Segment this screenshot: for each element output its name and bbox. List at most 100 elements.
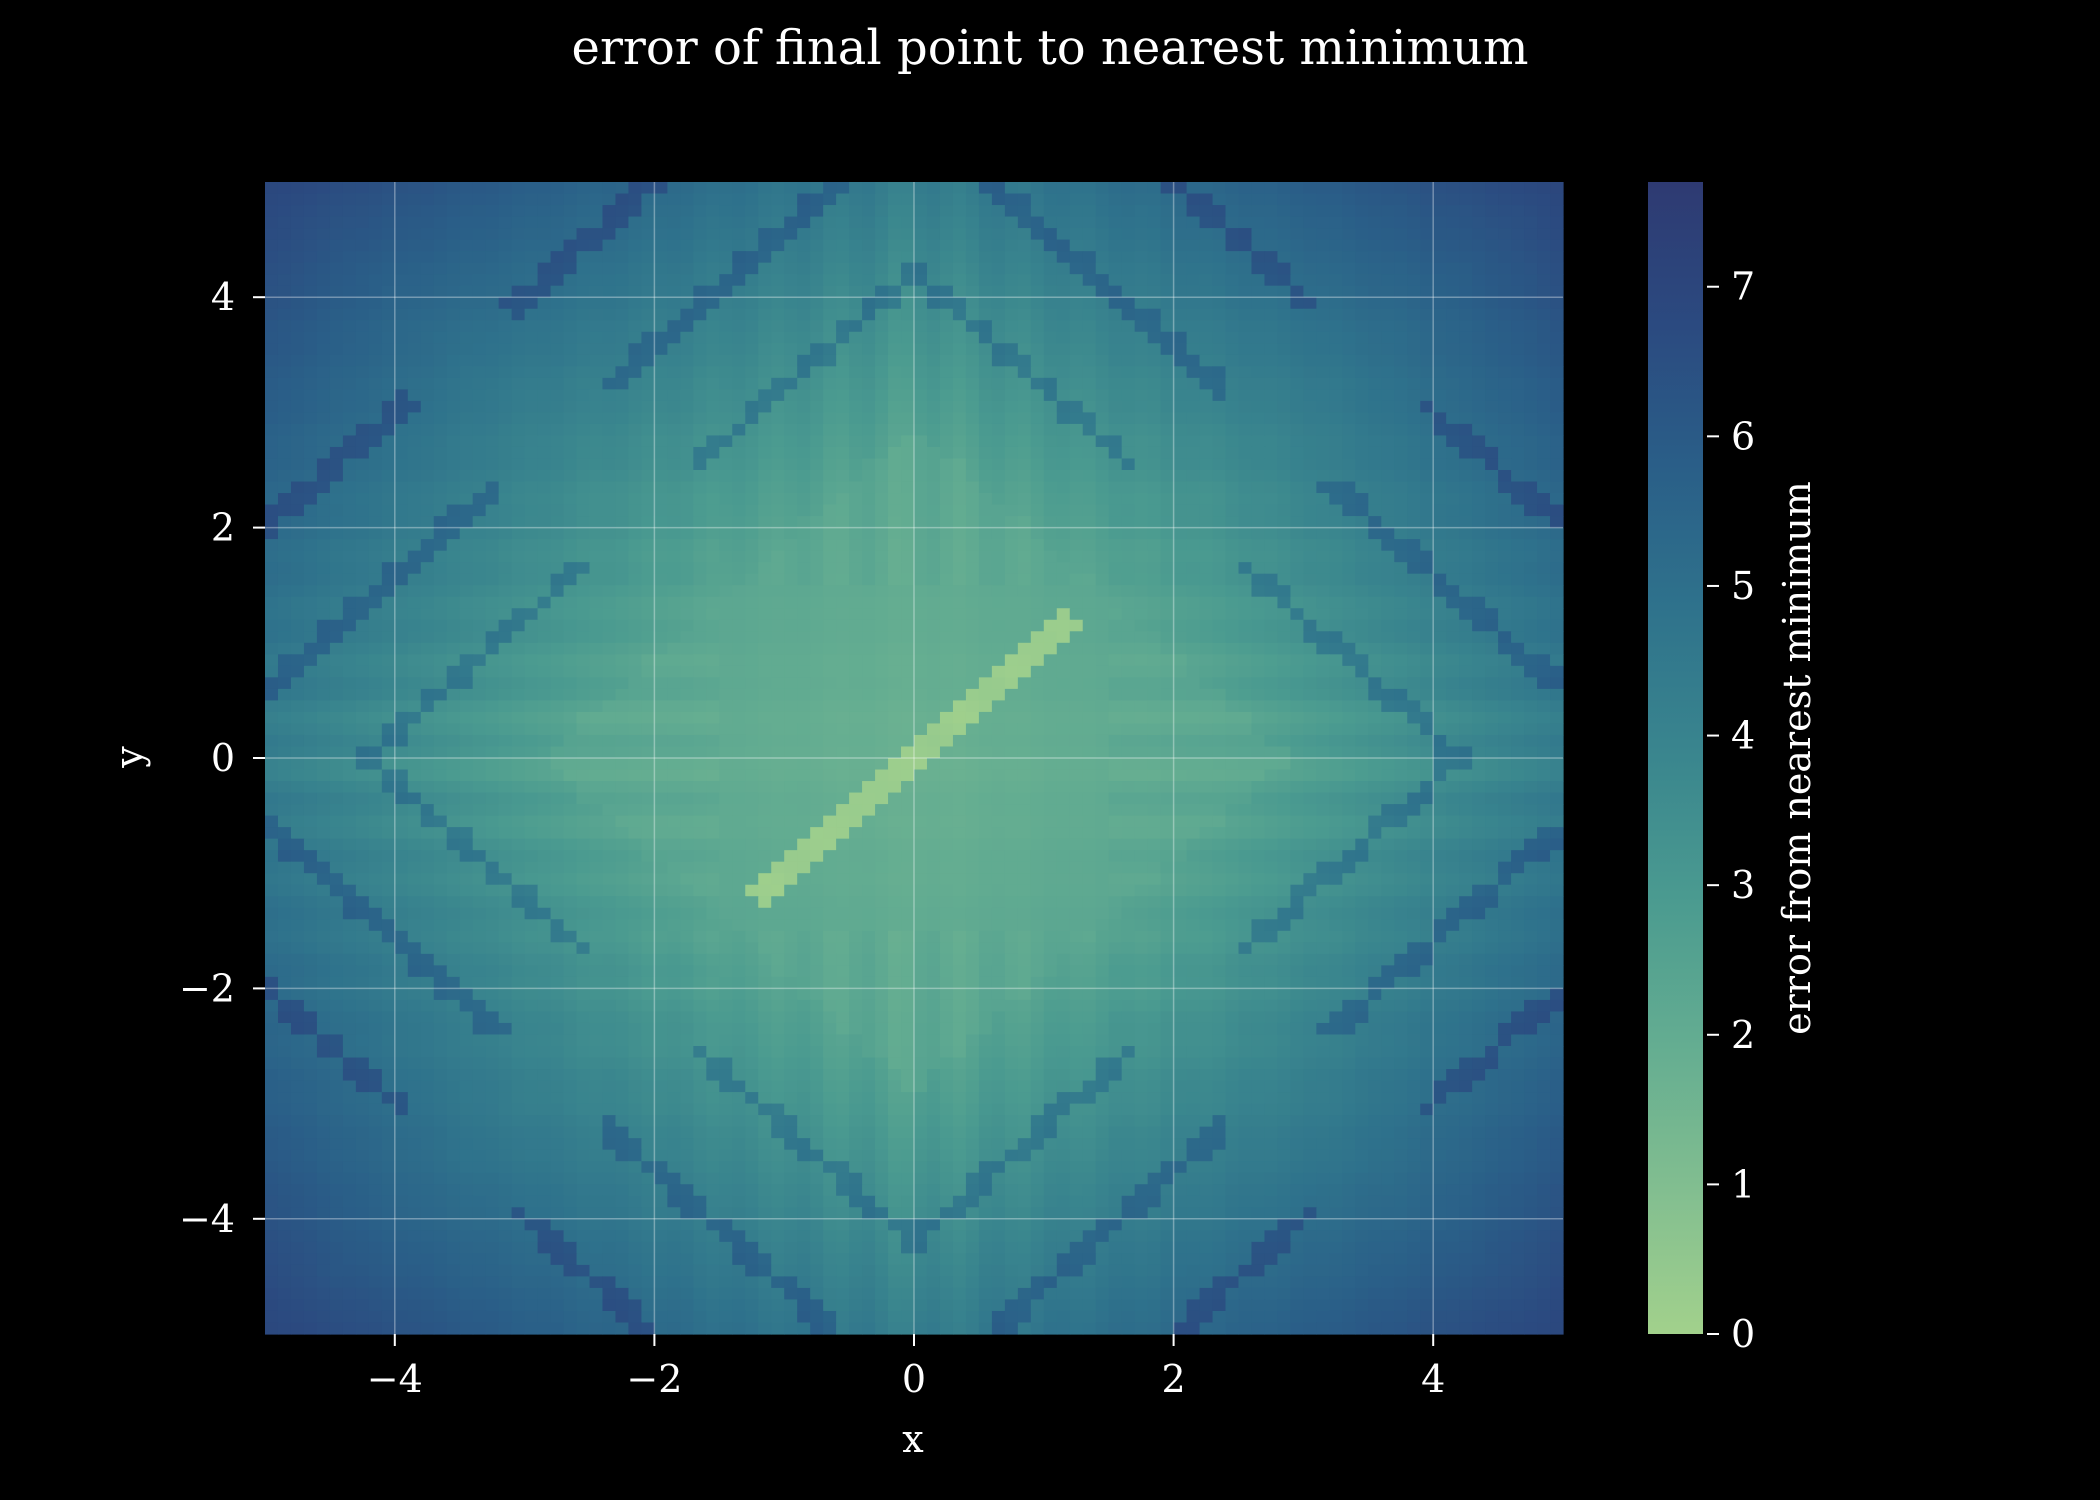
heatmap-cell [706,504,720,517]
heatmap-cell [1407,343,1421,356]
heatmap-cell [1485,285,1499,298]
heatmap-cell [797,182,811,195]
heatmap-cell [810,677,824,690]
heatmap-cell [1082,677,1097,690]
heatmap-cell [1173,285,1188,298]
heatmap-cell [563,274,578,287]
heatmap-cell [1420,251,1434,264]
heatmap-cell [1472,481,1486,494]
heatmap-cell [939,343,954,356]
heatmap-cell [589,216,604,229]
heatmap-cell [1394,274,1408,287]
heatmap-cell [991,343,1006,356]
heatmap-cell [459,182,474,195]
heatmap-cell [1095,665,1110,678]
heatmap-cell [1316,354,1330,367]
heatmap-cell [1134,262,1149,275]
heatmap-cell [939,516,954,529]
heatmap-cell [459,435,474,448]
heatmap-cell [1277,562,1292,575]
heatmap-cell [576,493,591,506]
heatmap-cell [706,297,720,310]
heatmap-cell [433,688,448,701]
heatmap-cell [745,274,759,287]
heatmap-cell [407,343,422,356]
heatmap-cell [901,608,915,621]
heatmap-cell [888,527,902,540]
heatmap-cell [810,285,824,298]
heatmap-cell [1004,746,1019,759]
heatmap-cell [836,389,850,402]
heatmap-cell [1108,331,1123,344]
heatmap-cell [1342,412,1356,425]
heatmap-cell [784,228,798,241]
heatmap-cell [1004,239,1019,252]
heatmap-cell [1472,723,1486,736]
heatmap-cell [823,377,837,390]
heatmap-cell [316,343,331,356]
heatmap-cell [784,516,798,529]
heatmap-cell [1355,585,1369,598]
heatmap-cell [485,642,500,655]
heatmap-cell [511,228,526,241]
heatmap-cell [524,182,539,195]
heatmap-cell [771,216,785,229]
heatmap-cell [1277,700,1292,713]
heatmap-cell [433,596,448,609]
heatmap-cell [550,239,565,252]
heatmap-cell [472,308,487,321]
heatmap-cell [342,331,357,344]
heatmap-cell [654,470,668,483]
heatmap-cell [498,504,513,517]
heatmap-cell [537,343,552,356]
heatmap-cell [1329,711,1343,725]
heatmap-cell [1238,400,1253,413]
heatmap-cell [459,343,474,356]
heatmap-cell [1095,239,1110,252]
heatmap-cell [732,642,746,655]
heatmap-cell [524,274,539,287]
heatmap-cell [926,746,941,759]
heatmap-cell [1446,734,1460,748]
heatmap-cell [667,493,681,506]
heatmap-cell [1147,285,1162,298]
heatmap-cell [1043,527,1058,540]
heatmap-cell [965,573,980,586]
heatmap-cell [407,274,422,287]
heatmap-cell [745,539,759,552]
heatmap-cell [1368,285,1382,298]
heatmap-cell [1082,308,1097,321]
heatmap-cell [472,504,487,517]
heatmap-cell [914,688,928,701]
heatmap-cell [1537,654,1551,667]
heatmap-cell [329,573,344,586]
heatmap-cell [810,470,824,483]
heatmap-cell [810,423,824,437]
heatmap-cell [888,400,902,413]
heatmap-cell [654,308,668,321]
heatmap-cell [1329,573,1343,586]
heatmap-cell [1147,423,1162,437]
heatmap-cell [277,400,292,413]
heatmap-cell [1264,389,1279,402]
heatmap-cell [563,400,578,413]
heatmap-cell [1550,412,1564,425]
heatmap-cell [1173,205,1188,218]
heatmap-cell [978,608,993,621]
heatmap-cell [1212,435,1227,448]
heatmap-cell [394,562,409,575]
heatmap-cell [537,527,552,540]
heatmap-cell [459,700,474,713]
heatmap-cell [1160,205,1175,218]
heatmap-cell [602,723,617,736]
heatmap-cell [1433,677,1447,690]
heatmap-cell [901,481,915,494]
heatmap-cell [797,688,811,701]
heatmap-cell [277,182,292,195]
heatmap-cell [1290,516,1304,529]
heatmap-cell [1173,423,1188,437]
heatmap-cell [1342,562,1356,575]
heatmap-cell [719,665,733,678]
heatmap-cell [641,262,655,275]
heatmap-cell [1238,723,1253,736]
